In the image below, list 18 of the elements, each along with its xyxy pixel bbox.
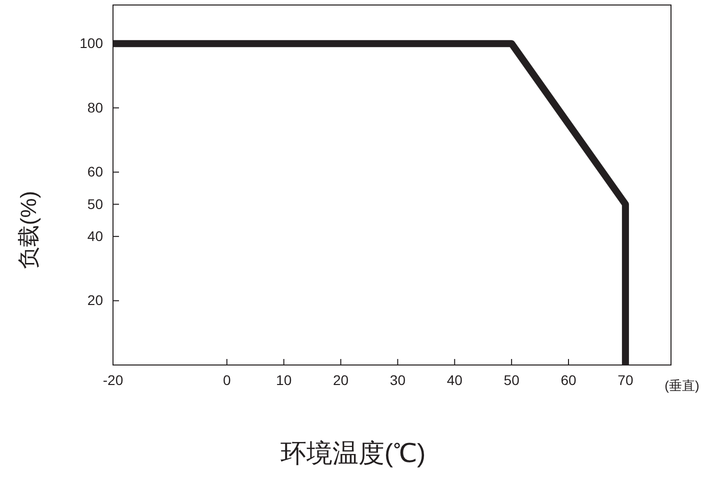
y-tick-label: 20 (87, 292, 104, 308)
x-tick-label: 20 (332, 372, 349, 388)
y-axis-title: 负载(%) (16, 190, 41, 270)
y-tick-label: 50 (87, 196, 104, 212)
x-tick-label: 40 (446, 372, 463, 388)
x-tick-label: 30 (390, 372, 406, 388)
x-tick-label: 70 (618, 372, 634, 388)
x-axis-title: 环境温度(℃) (280, 438, 426, 468)
y-tick-label: 100 (80, 35, 104, 52)
y-tick-label: 40 (87, 228, 104, 244)
x-tick-label: 50 (504, 372, 520, 388)
y-tick-label: 60 (87, 164, 104, 180)
text: (垂直) (664, 378, 700, 393)
y-tick-label: 80 (87, 99, 104, 116)
x-tick-label: 10 (276, 372, 292, 388)
x-tick-label: 60 (560, 372, 577, 388)
x-tick-label: -20 (102, 372, 124, 388)
x-tick-label: 0 (222, 372, 231, 388)
